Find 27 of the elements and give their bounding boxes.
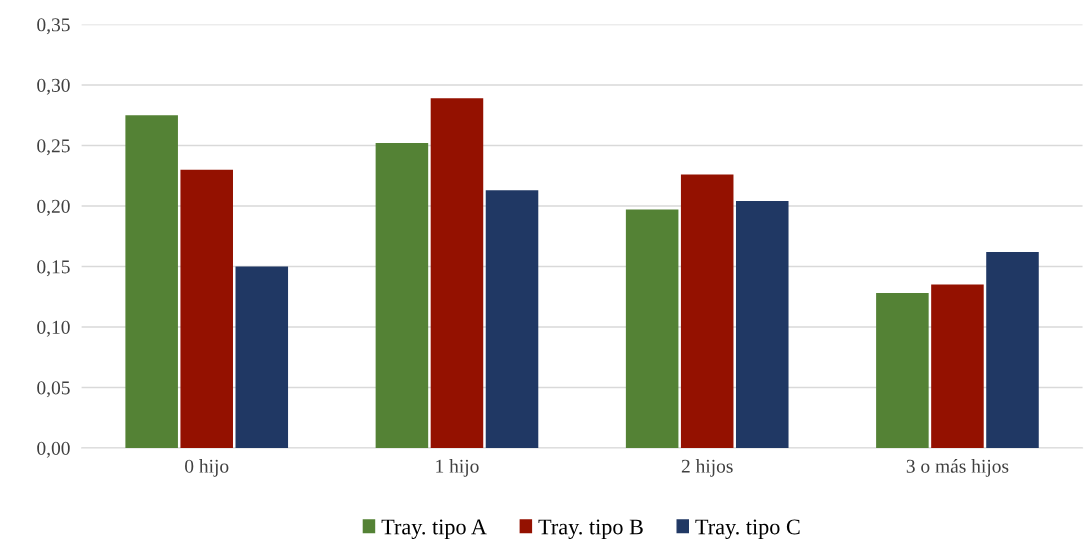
y-tick-label: 0,10: [37, 320, 70, 337]
y-tick-label: 0,30: [37, 78, 70, 95]
bar: [125, 115, 178, 448]
y-tick-label: 0,05: [37, 381, 70, 398]
x-tick-label: 2 hijos: [681, 459, 733, 477]
y-tick-label: 0,15: [37, 260, 70, 277]
bar: [680, 174, 734, 448]
bar: [180, 169, 233, 448]
y-tick-label: 0,35: [37, 18, 70, 35]
bar: [430, 98, 484, 448]
x-tick-label: 0 hijo: [185, 459, 229, 477]
y-tick-label: 0,20: [37, 199, 70, 216]
bar: [735, 201, 789, 448]
bar: [485, 190, 539, 448]
y-tick-label: 0,25: [37, 139, 70, 156]
bar: [876, 293, 929, 448]
bar: [931, 284, 984, 448]
bar: [235, 266, 289, 448]
bar: [375, 143, 429, 448]
x-tick-label: 1 hijo: [436, 459, 479, 477]
bar: [986, 251, 1039, 448]
legend-label: Tray. tipo A: [381, 519, 487, 540]
legend-label: Tray. tipo B: [538, 519, 643, 540]
x-tick-label: 3 o más hijos: [906, 459, 1009, 477]
y-tick-label: 0,00: [37, 441, 70, 458]
bar: [625, 209, 679, 448]
legend-label: Tray. tipo C: [695, 519, 800, 540]
